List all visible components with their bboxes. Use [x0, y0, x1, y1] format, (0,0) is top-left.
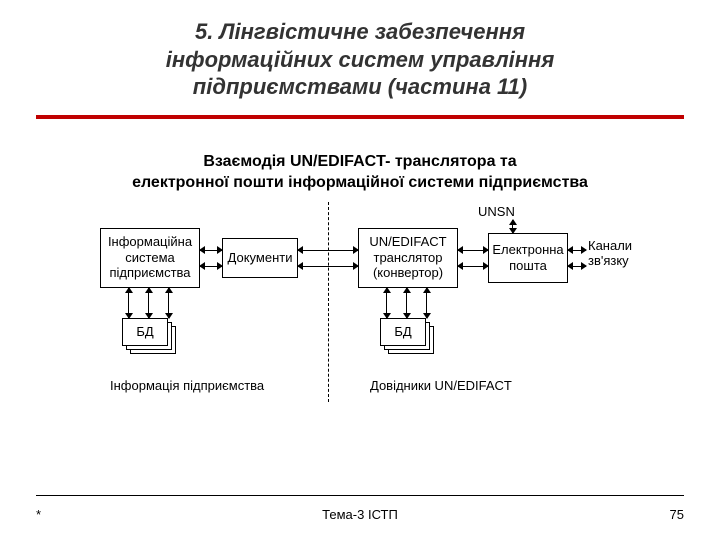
- subtitle-line-1: Взаємодія UN/EDIFACT- транслятора та: [203, 153, 516, 170]
- footer: * Тема-3 ІСТП 75: [36, 507, 684, 522]
- box-documents-label: Документи: [228, 250, 293, 266]
- arrow-unsm-email: [512, 220, 513, 233]
- box-info-system-label: Інформаційна система підприємства: [108, 234, 192, 281]
- diagram-canvas: UNSN Інформаційна система підприємства Д…: [80, 208, 640, 418]
- box-documents: Документи: [222, 238, 298, 278]
- arrow-translator-db-2: [406, 288, 407, 318]
- caption-left: Інформація підприємства: [110, 378, 264, 393]
- footer-rule: [36, 495, 684, 496]
- db-stack-left: БД: [122, 318, 176, 354]
- db-right-label: БД: [394, 324, 411, 339]
- footer-center: Тема-3 ІСТП: [36, 507, 684, 522]
- arrow-infosys-db-1: [128, 288, 129, 318]
- arrow-infosys-db-3: [168, 288, 169, 318]
- diagram-subtitle: Взаємодія UN/EDIFACT- транслятора та еле…: [0, 151, 720, 194]
- title-line-3: підприємствами (частина 11): [193, 74, 527, 99]
- title-underline: [36, 115, 684, 119]
- arrow-translator-db-1: [386, 288, 387, 318]
- channels-label: Канали зв'язку: [588, 238, 632, 269]
- slide-title: 5. Лінгвістичне забезпечення інформаційн…: [0, 0, 720, 111]
- arrow-email-channels-1: [568, 250, 586, 251]
- vertical-divider: [328, 202, 329, 402]
- box-translator: UN/EDIFACT транслятор (конвертор): [358, 228, 458, 288]
- arrow-infosys-db-2: [148, 288, 149, 318]
- unsm-label: UNSN: [478, 204, 515, 219]
- box-translator-label: UN/EDIFACT транслятор (конвертор): [369, 234, 446, 281]
- box-email: Електронна пошта: [488, 233, 568, 283]
- box-info-system: Інформаційна система підприємства: [100, 228, 200, 288]
- arrow-infosys-documents-1: [200, 250, 222, 251]
- caption-right: Довідники UN/EDIFACT: [370, 378, 512, 393]
- title-line-1: 5. Лінгвістичне забезпечення: [195, 19, 525, 44]
- arrow-translator-db-3: [426, 288, 427, 318]
- db-left-label: БД: [136, 324, 153, 339]
- box-email-label: Електронна пошта: [492, 242, 563, 273]
- subtitle-line-2: електронної пошти інформаційної системи …: [132, 174, 588, 191]
- arrow-translator-email-1: [458, 250, 488, 251]
- title-line-2: інформаційних систем управління: [166, 47, 555, 72]
- arrow-infosys-documents-2: [200, 266, 222, 267]
- db-stack-right: БД: [380, 318, 434, 354]
- arrow-email-channels-2: [568, 266, 586, 267]
- arrow-translator-email-2: [458, 266, 488, 267]
